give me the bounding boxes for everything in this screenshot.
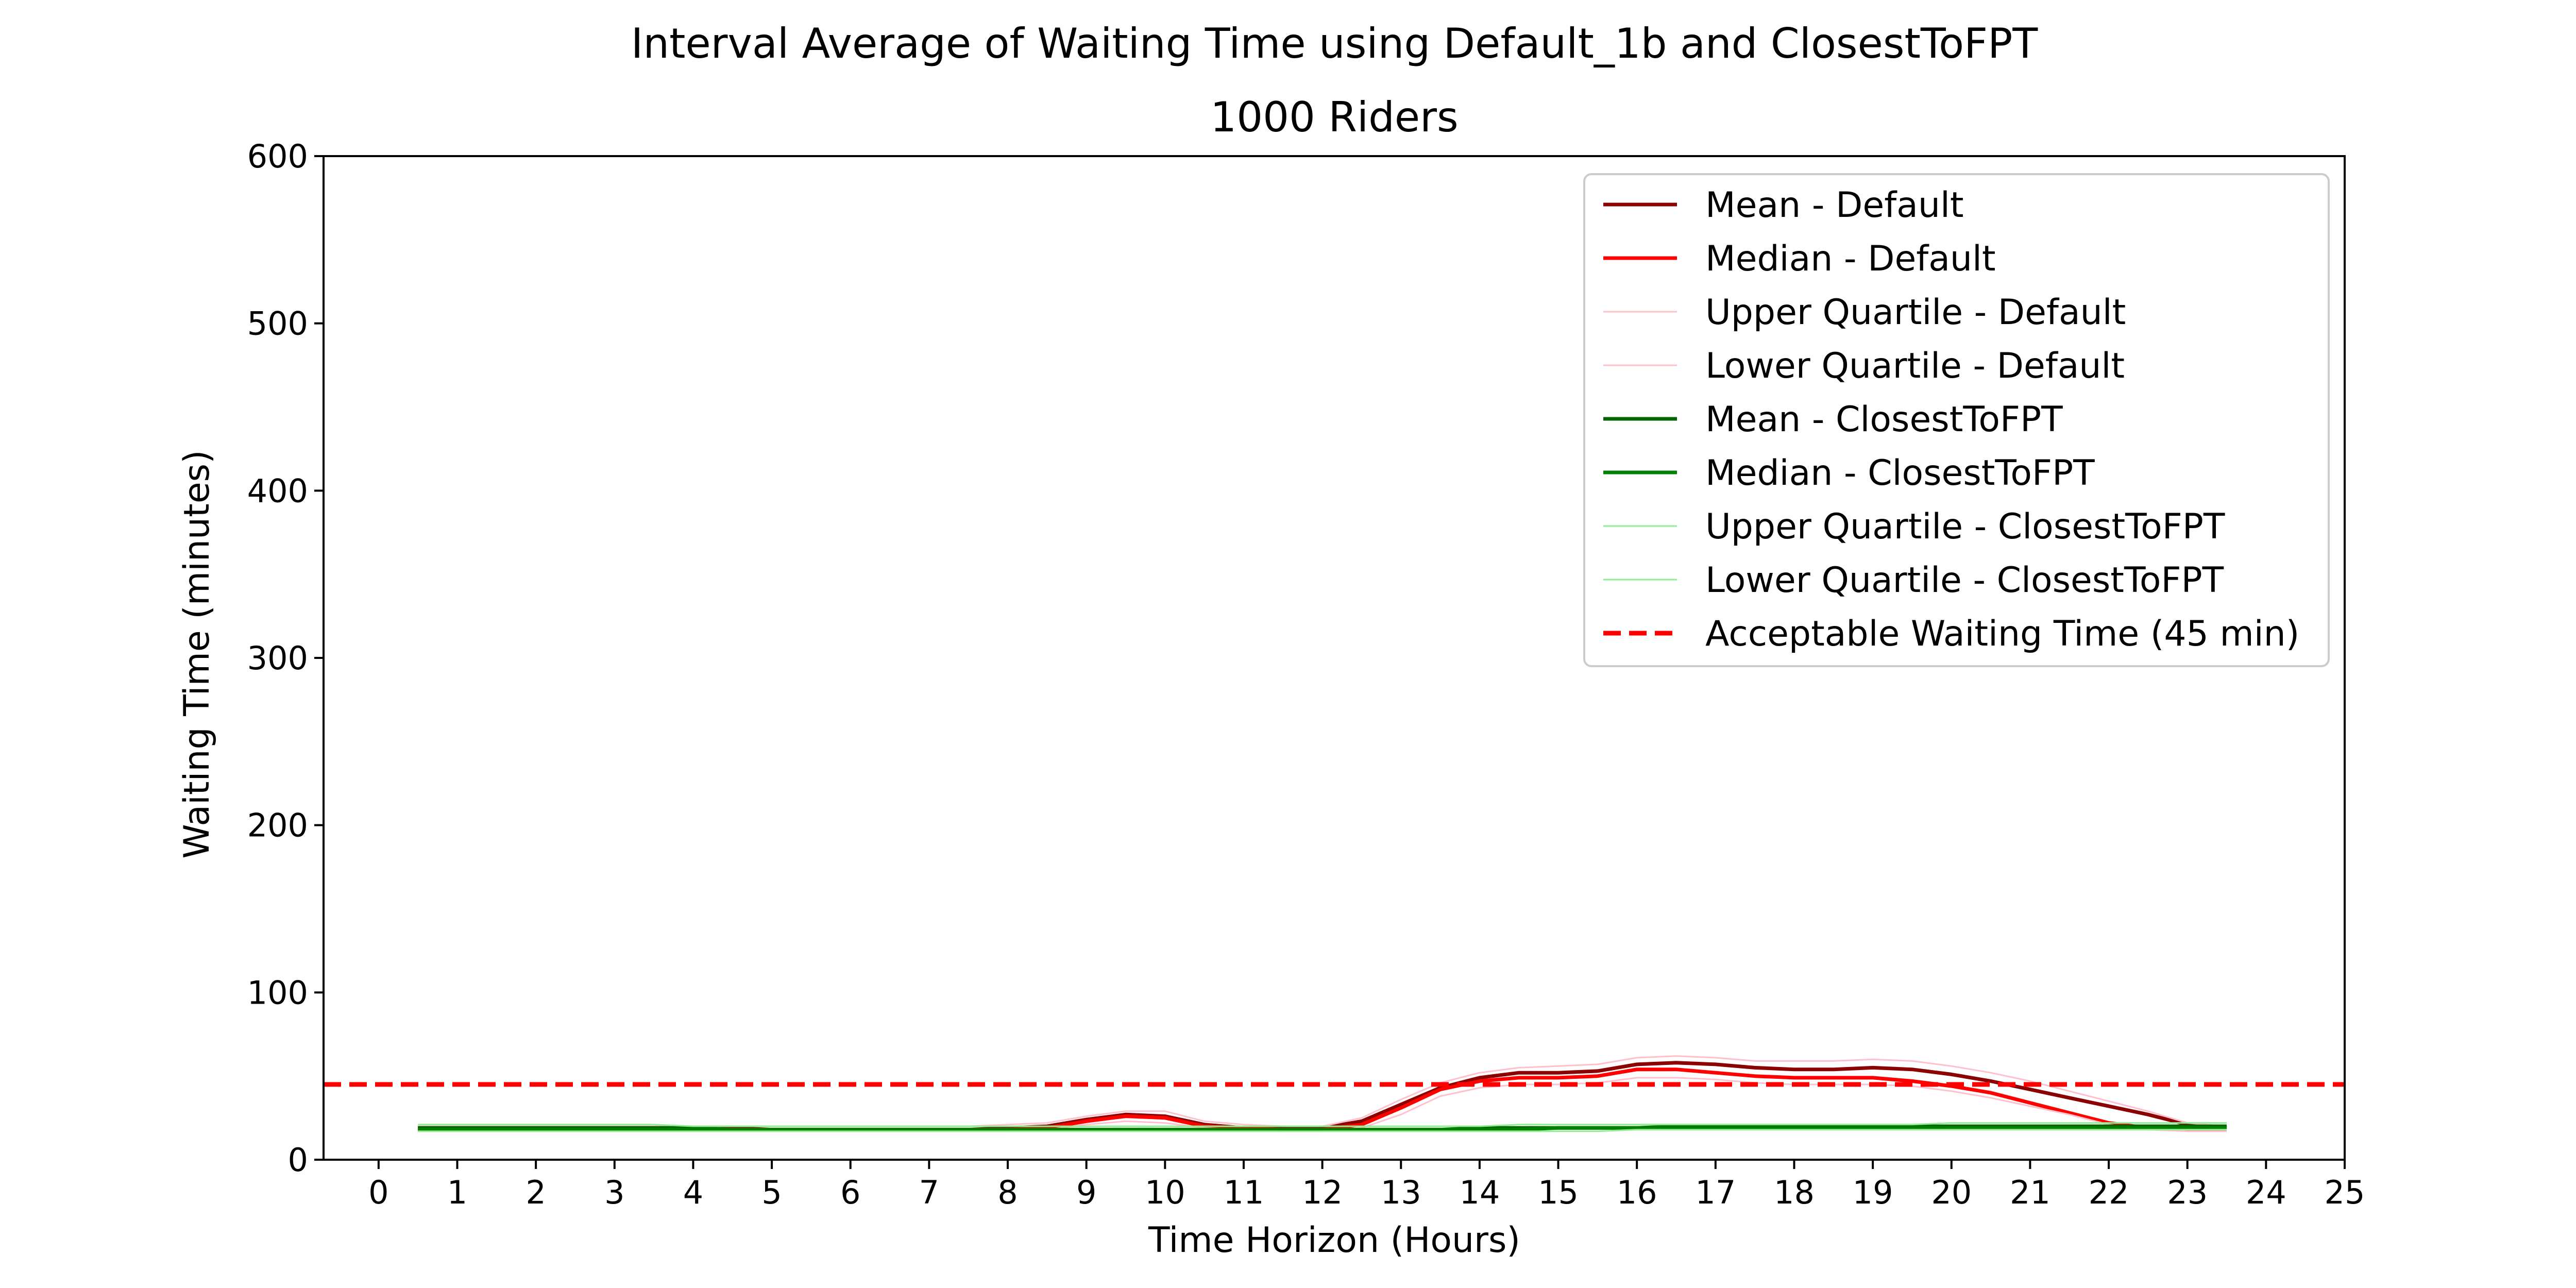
y-tick-label: 0: [288, 1141, 308, 1179]
legend-label: Upper Quartile - ClosestToFPT: [1705, 506, 2225, 547]
chart-subtitle: 1000 Riders: [1210, 93, 1458, 141]
legend-label: Median - ClosestToFPT: [1705, 453, 2095, 494]
x-tick-label: 14: [1459, 1174, 1500, 1211]
series-line-upper-quartile-closesttofpt: [418, 1122, 2227, 1127]
y-tick-label: 300: [247, 639, 308, 677]
x-tick-label: 20: [1931, 1174, 1972, 1211]
x-tick-label: 3: [604, 1174, 624, 1211]
chart-title: Interval Average of Waiting Time using D…: [631, 20, 2039, 67]
y-tick-label: 200: [247, 807, 308, 844]
series-line-median-closesttofpt: [418, 1126, 2227, 1132]
legend-label: Mean - Default: [1705, 185, 1964, 226]
legend-label: Median - Default: [1705, 239, 1996, 279]
x-tick-label: 4: [683, 1174, 703, 1211]
legend-box: [1583, 173, 2330, 667]
legend-label: Lower Quartile - ClosestToFPT: [1705, 560, 2224, 601]
x-tick-label: 12: [1302, 1174, 1343, 1211]
x-tick-label: 9: [1076, 1174, 1096, 1211]
y-tick-label: 400: [247, 472, 308, 510]
x-tick-label: 17: [1695, 1174, 1736, 1211]
x-tick-label: 5: [761, 1174, 782, 1211]
x-tick-label: 25: [2325, 1174, 2365, 1211]
x-tick-label: 0: [368, 1174, 388, 1211]
series-line-lower-quartile-closesttofpt: [418, 1129, 2227, 1132]
x-tick-label: 21: [2010, 1174, 2050, 1211]
legend-label: Upper Quartile - Default: [1705, 292, 2126, 333]
x-tick-label: 2: [526, 1174, 546, 1211]
legend-label: Lower Quartile - Default: [1705, 346, 2125, 386]
x-tick-label: 22: [2089, 1174, 2129, 1211]
plot-frame: [323, 155, 2346, 1161]
x-tick-label: 18: [1774, 1174, 1815, 1211]
x-tick-label: 10: [1145, 1174, 1185, 1211]
x-tick-label: 24: [2246, 1174, 2286, 1211]
x-tick-label: 16: [1617, 1174, 1657, 1211]
legend: Mean - Default Median - Default Upper Quar…: [1583, 173, 2330, 667]
legend-label: Mean - ClosestToFPT: [1705, 399, 2063, 440]
x-tick-label: 11: [1224, 1174, 1264, 1211]
y-axis-label: Waiting Time (minutes): [177, 450, 217, 858]
x-tick-label: 1: [447, 1174, 467, 1211]
x-tick-label: 13: [1381, 1174, 1421, 1211]
plot-series: [324, 1055, 2345, 1132]
x-tick-label: 23: [2167, 1174, 2208, 1211]
y-tick-label: 100: [247, 974, 308, 1011]
x-tick-label: 8: [997, 1174, 1018, 1211]
legend-label: Acceptable Waiting Time (45 min): [1705, 614, 2299, 654]
y-tick-label: 600: [247, 138, 308, 175]
x-tick-label: 7: [919, 1174, 939, 1211]
x-tick-label: 19: [1853, 1174, 1893, 1211]
y-axis-ticks: 0 100 200 300 400 500 600: [247, 138, 324, 1179]
x-tick-label: 15: [1538, 1174, 1579, 1211]
x-axis-ticks: 0 1 2 3 4 5 6 7 8 9 10 11 12 13 14 15 16 17 18 19 20 21 22 23 24…: [368, 1160, 2365, 1211]
x-axis-label: Time Horizon (Hours): [1148, 1220, 1520, 1261]
x-tick-label: 6: [840, 1174, 860, 1211]
y-tick-label: 500: [247, 305, 308, 343]
